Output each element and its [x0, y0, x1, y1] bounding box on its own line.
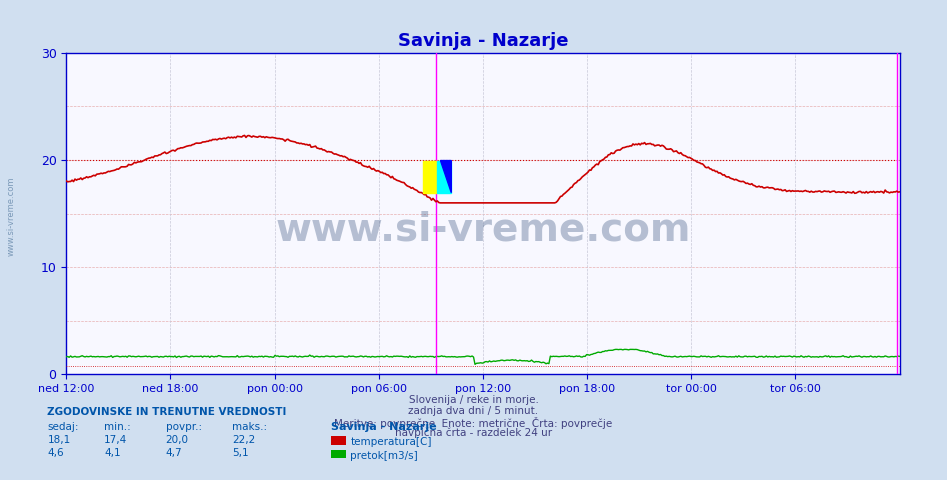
Text: 4,7: 4,7 [166, 448, 183, 458]
Bar [438, 160, 452, 192]
Text: maks.:: maks.: [232, 421, 267, 432]
Text: www.si-vreme.com: www.si-vreme.com [7, 176, 16, 256]
Text: temperatura[C]: temperatura[C] [350, 437, 432, 447]
Text: 17,4: 17,4 [104, 435, 128, 445]
Bar [423, 160, 438, 192]
Text: Slovenija / reke in morje.: Slovenija / reke in morje. [408, 395, 539, 405]
Text: 4,6: 4,6 [47, 448, 64, 458]
Text: 4,1: 4,1 [104, 448, 121, 458]
Text: 20,0: 20,0 [166, 435, 188, 445]
Text: min.:: min.: [104, 421, 131, 432]
Text: 22,2: 22,2 [232, 435, 256, 445]
Text: Savinja - Nazarje: Savinja - Nazarje [331, 421, 438, 432]
Text: 18,1: 18,1 [47, 435, 71, 445]
Title: Savinja - Nazarje: Savinja - Nazarje [398, 32, 568, 50]
Text: povpr.:: povpr.: [166, 421, 202, 432]
Text: navpična črta - razdelek 24 ur: navpična črta - razdelek 24 ur [395, 428, 552, 438]
Polygon shape [440, 160, 452, 192]
Text: zadnja dva dni / 5 minut.: zadnja dva dni / 5 minut. [408, 406, 539, 416]
Text: www.si-vreme.com: www.si-vreme.com [276, 211, 690, 249]
Text: ZGODOVINSKE IN TRENUTNE VREDNOSTI: ZGODOVINSKE IN TRENUTNE VREDNOSTI [47, 407, 287, 417]
Text: sedaj:: sedaj: [47, 421, 79, 432]
Text: Meritve: povprečne  Enote: metrične  Črta: povprečje: Meritve: povprečne Enote: metrične Črta:… [334, 417, 613, 429]
Text: pretok[m3/s]: pretok[m3/s] [350, 451, 419, 460]
Text: 5,1: 5,1 [232, 448, 249, 458]
